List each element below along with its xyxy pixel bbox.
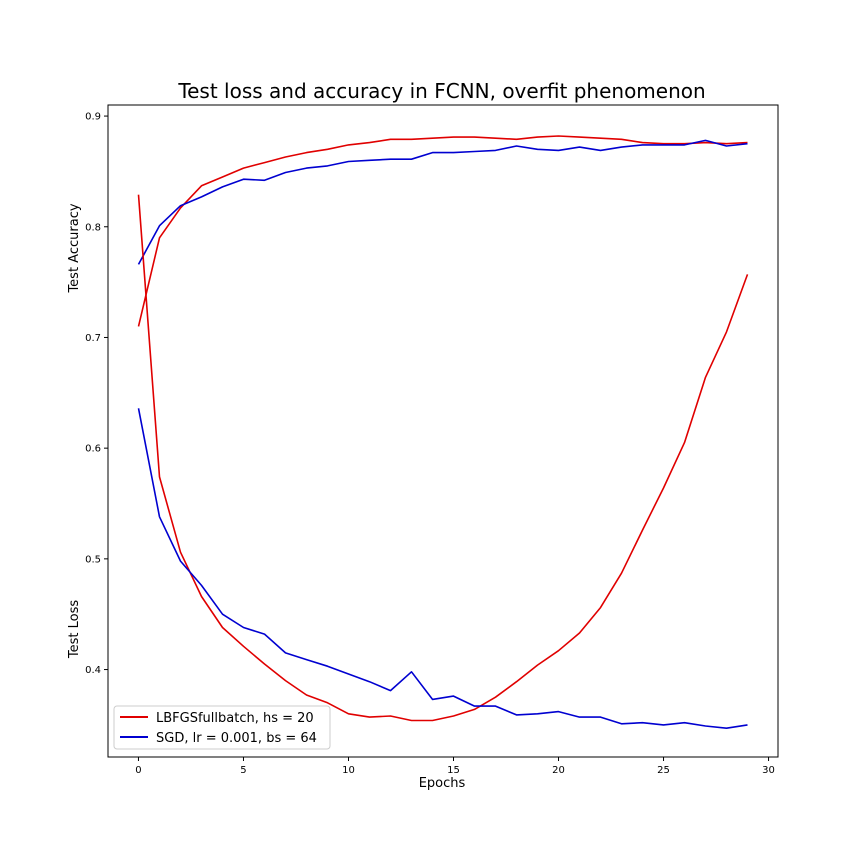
x-tick-label: 0 [135, 765, 141, 776]
legend-label-lbfgs: LBFGSfullbatch, hs = 20 [156, 711, 314, 726]
legend-box [113, 705, 331, 750]
x-axis-label: Epochs [419, 776, 466, 791]
y-axis: 0.4 0.5 0.6 0.7 0.8 0.9 [85, 112, 108, 676]
x-tick-label: 15 [447, 765, 460, 776]
y-tick-label: 0.9 [85, 112, 101, 123]
plot-frame [107, 104, 779, 758]
y-tick-label: 0.7 [85, 333, 101, 344]
y-tick-label: 0.4 [85, 665, 101, 676]
series-line-lbfgs-loss [137, 194, 749, 722]
x-tick-label: 30 [762, 765, 775, 776]
series-line-sgd-loss [137, 408, 748, 730]
y-tick-label: 0.5 [85, 554, 101, 565]
y-tick-label: 0.8 [85, 222, 101, 233]
series-line-sgd-accuracy [137, 139, 748, 265]
series-line-lbfgs-accuracy [137, 135, 748, 327]
series-lines [137, 135, 749, 730]
legend-label-sgd: SGD, lr = 0.001, bs = 64 [156, 731, 317, 746]
x-tick-label: 5 [240, 765, 246, 776]
y-tick-label: 0.6 [85, 444, 101, 455]
x-tick-label: 20 [552, 765, 565, 776]
chart-title: Test loss and accuracy in FCNN, overfit … [177, 79, 705, 103]
plot-area [107, 104, 779, 758]
y-axis-label-accuracy: Test Accuracy [67, 203, 82, 293]
legend: LBFGSfullbatch, hs = 20 SGD, lr = 0.001,… [113, 705, 331, 750]
x-tick-label: 10 [342, 765, 355, 776]
x-tick-label: 25 [657, 765, 670, 776]
y-axis-label-loss: Test Loss [67, 600, 82, 659]
x-axis: 0 5 10 15 20 25 30 [135, 757, 775, 776]
